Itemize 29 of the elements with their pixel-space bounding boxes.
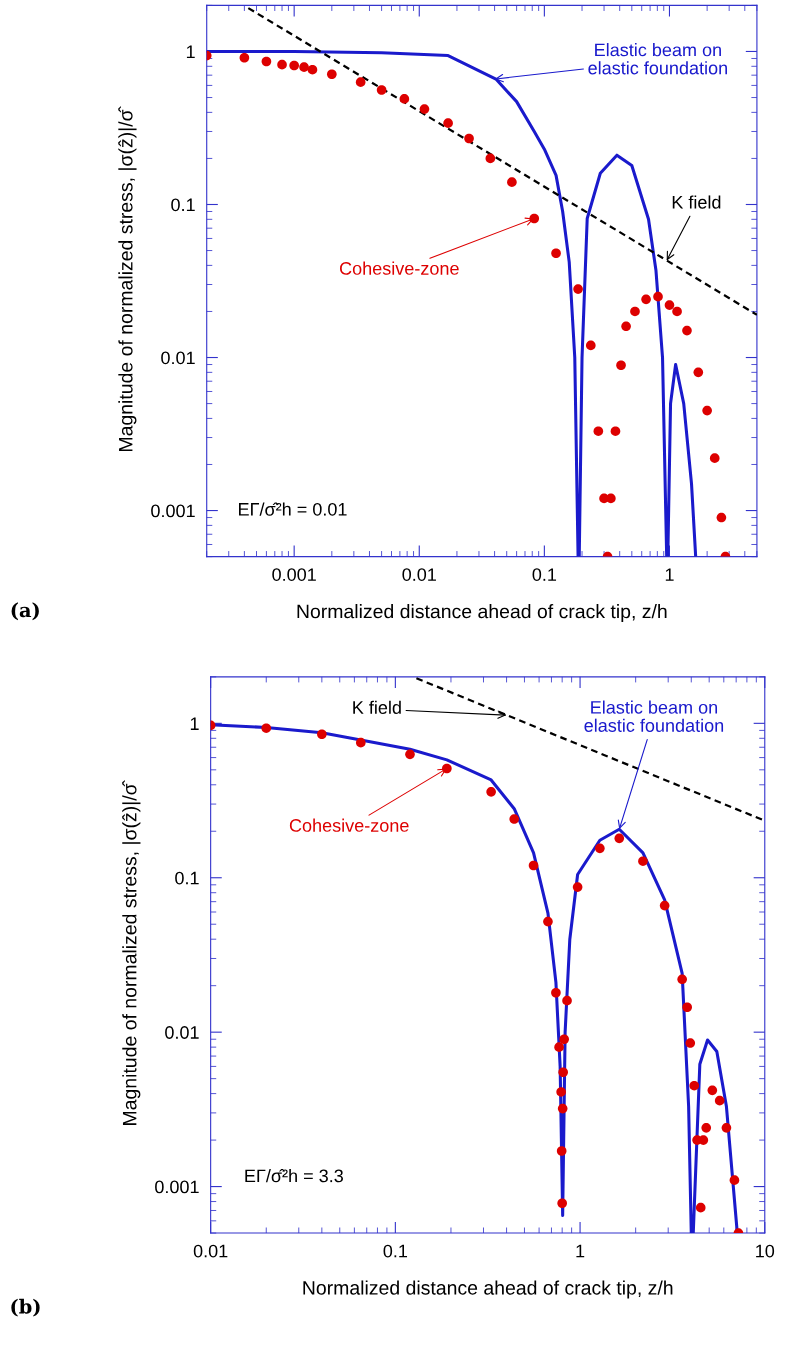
text: (b)	[11, 1298, 40, 1317]
x-tick-label: 0.01	[402, 568, 436, 581]
y-tick-label: 0.1	[175, 871, 199, 885]
x-tick-label: 0.001	[272, 568, 316, 581]
x-tick-label: 1	[665, 568, 674, 581]
y-tick-label: 1	[190, 717, 199, 730]
y-tick-label: 0.01	[165, 1026, 199, 1039]
annotation: Elastic beam on elastic foundation	[588, 43, 727, 75]
y-tick-label: 0.01	[161, 351, 195, 365]
y-axis-title: Magnitude of normalized stress, |σ(ẑ)|/σ̂	[118, 106, 137, 451]
annotation: K field	[672, 195, 721, 209]
annotation: EΓ/σ̂²h = 3.3	[245, 1168, 343, 1183]
x-axis-title: Normalized distance ahead of crack tip, z/h	[303, 1280, 673, 1299]
annotation: Elastic beam on elastic foundation	[584, 700, 724, 732]
y-tick-label: 0.1	[171, 198, 195, 212]
annotation: Cohesive-zone	[339, 261, 459, 275]
x-axis-title: Normalized distance ahead of crack tip, z/h	[297, 604, 667, 623]
x-tick-label: 0.1	[532, 568, 557, 581]
x-tick-label: 1	[576, 1244, 585, 1258]
annotation: Cohesive-zone	[289, 818, 409, 832]
x-tick-label: 10	[756, 1244, 775, 1258]
text: (a)	[11, 602, 39, 621]
annotation: EΓ/σ̂²h = 0.01	[239, 502, 347, 516]
y-tick-label: 0.001	[155, 1180, 199, 1194]
y-tick-label: 1	[186, 45, 195, 59]
y-tick-label: 0.001	[151, 504, 195, 518]
y-axis-title: Magnitude of normalized stress, |σ(ẑ)|/σ̂	[122, 780, 141, 1125]
annotation: K field	[353, 700, 401, 714]
x-tick-label: 0.1	[383, 1244, 408, 1258]
